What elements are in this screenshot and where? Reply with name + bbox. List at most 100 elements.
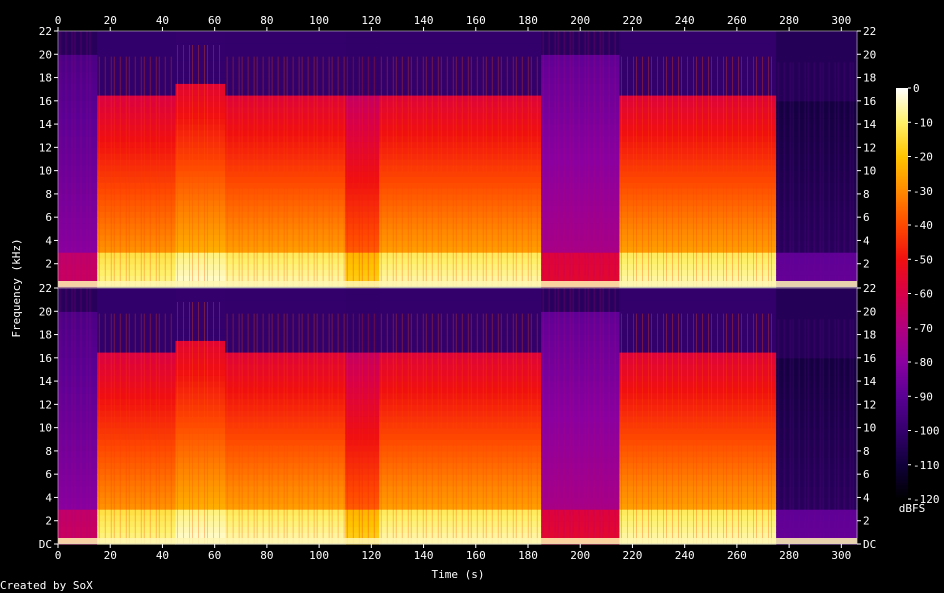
segment-8-band [776, 491, 858, 498]
segment-6-band [541, 124, 620, 131]
segment-4-band [345, 257, 380, 265]
segment-0-band [58, 328, 98, 336]
segment-5-band [379, 503, 542, 510]
segment-1-band [97, 497, 177, 504]
segment-4-band [345, 369, 380, 376]
segment-4-band [345, 514, 380, 522]
segment-5-band [379, 42, 542, 49]
segment-6-band [541, 246, 620, 253]
x-tick-label: 0 [55, 14, 62, 27]
segment-7-band [619, 427, 777, 434]
colorbar-tick-label: -80 [913, 356, 933, 369]
x-tick-label: 180 [518, 549, 538, 562]
segment-4-band [345, 153, 380, 160]
segment-1-band [97, 234, 177, 241]
segment-5-band [379, 305, 542, 312]
segment-6-band [541, 514, 620, 522]
segment-6-band [541, 410, 620, 417]
segment-1-band [97, 36, 177, 44]
segment-3-band [225, 205, 346, 212]
segment-3-band [225, 71, 346, 79]
segment-2-band [175, 83, 226, 90]
segment-2-band [175, 246, 226, 253]
segment-4-band [345, 526, 380, 533]
segment-8-band [776, 124, 858, 131]
segment-6-band [541, 293, 620, 301]
segment-8-band [776, 346, 858, 353]
segment-0-band [58, 100, 98, 108]
segment-3-band [225, 485, 346, 493]
segment-3-band [225, 514, 346, 522]
segment-8-band [776, 252, 858, 259]
segment-4-band [345, 193, 380, 201]
segment-6-band [541, 398, 620, 405]
segment-0-band [58, 65, 98, 73]
segment-1-band [97, 491, 177, 498]
segment-8-band [776, 60, 858, 67]
segment-0-band [58, 217, 98, 224]
segment-1-band [97, 77, 177, 84]
segment-2-band [175, 386, 226, 394]
segment-3-band [225, 462, 346, 469]
segment-5-band [379, 427, 542, 434]
segment-6-band [541, 188, 620, 195]
segment-5-band [379, 340, 542, 347]
segment-5-band [379, 346, 542, 353]
segment-2-band [175, 404, 226, 411]
segment-8-band [776, 485, 858, 493]
segment-1-band [97, 170, 177, 177]
segment-5-band [379, 71, 542, 79]
segment-2-band [175, 112, 226, 119]
segment-0-band [58, 334, 98, 341]
segment-1-band [97, 445, 177, 452]
segment-2-band [175, 398, 226, 405]
segment-1-band [97, 485, 177, 493]
segment-5-band [379, 445, 542, 452]
segment-7-band [619, 71, 777, 79]
segment-6-band [541, 334, 620, 341]
segment-6-band [541, 526, 620, 533]
y-tick-label: 16 [39, 95, 52, 108]
segment-4-band [345, 485, 380, 493]
segment-3-band [225, 363, 346, 370]
segment-8-band [776, 199, 858, 207]
segment-3-band [225, 509, 346, 516]
segment-0-band [58, 357, 98, 365]
segment-4-band [345, 357, 380, 365]
segment-6-band [541, 60, 620, 67]
segment-7-band [619, 205, 777, 212]
segment-6-band [541, 532, 620, 539]
segment-7-band [619, 421, 777, 429]
y-tick-label: 8 [863, 188, 870, 201]
segment-4-band [345, 100, 380, 108]
segment-7-band [619, 252, 777, 259]
y-tick-label: 16 [863, 95, 876, 108]
segment-4-band [345, 252, 380, 259]
segment-5-band [379, 269, 542, 276]
segment-6-band [541, 416, 620, 423]
segment-1-band [97, 228, 177, 236]
segment-8-band [776, 269, 858, 276]
colorbar-tick-label: -120 [913, 493, 940, 506]
segment-2-band [175, 269, 226, 276]
y-tick-label: 12 [863, 398, 876, 411]
y-tick-label: 22 [863, 282, 876, 295]
segment-0-band [58, 106, 98, 113]
segment-8-band [776, 427, 858, 434]
dc-band [58, 538, 857, 544]
segment-1-band [97, 480, 177, 487]
segment-3-band [225, 153, 346, 160]
segment-3-band [225, 89, 346, 96]
segment-0-band [58, 83, 98, 90]
segment-7-band [619, 305, 777, 312]
segment-2-band [175, 305, 226, 312]
segment-0-band [58, 129, 98, 137]
segment-7-band [619, 439, 777, 446]
segment-2-band [175, 503, 226, 510]
segment-7-band [619, 317, 777, 324]
segment-8-band [776, 135, 858, 143]
segment-5-band [379, 532, 542, 539]
segment-1-band [97, 65, 177, 73]
segment-2-band [175, 263, 226, 271]
segment-4-band [345, 340, 380, 347]
